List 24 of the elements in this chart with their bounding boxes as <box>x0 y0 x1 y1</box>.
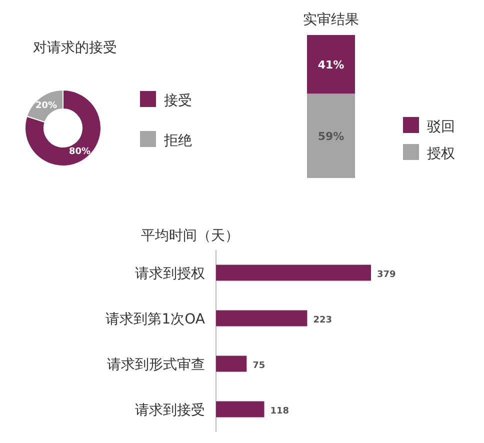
chart-title: 实审结果 <box>303 12 359 28</box>
data-label: 59% <box>318 130 344 143</box>
bar <box>216 356 247 372</box>
bar <box>216 264 371 281</box>
legend-label: 拒绝 <box>163 133 192 149</box>
chart-title: 对请求的接受 <box>33 40 117 56</box>
data-label: 223 <box>313 315 332 326</box>
data-label: 118 <box>270 406 290 416</box>
data-label: 41% <box>318 58 344 72</box>
bar <box>216 401 264 418</box>
data-label: 75 <box>252 360 266 371</box>
y-tick-label: 请求到接受 <box>135 402 205 418</box>
data-label: 379 <box>377 270 396 280</box>
donut-slice <box>24 90 102 166</box>
legend-label: 驳回 <box>427 119 455 135</box>
y-tick-label: 请求到形式审查 <box>107 356 205 373</box>
data-label: 80% <box>68 147 91 158</box>
bar <box>216 310 308 326</box>
legend-label: 接受 <box>164 93 192 109</box>
y-tick-label: 请求到授权 <box>135 266 205 282</box>
data-label: 20% <box>35 100 58 111</box>
y-tick-label: 请求到第1次OA <box>106 311 206 328</box>
legend-label: 授权 <box>427 146 455 162</box>
chart-title: 平均时间（天） <box>141 228 239 244</box>
